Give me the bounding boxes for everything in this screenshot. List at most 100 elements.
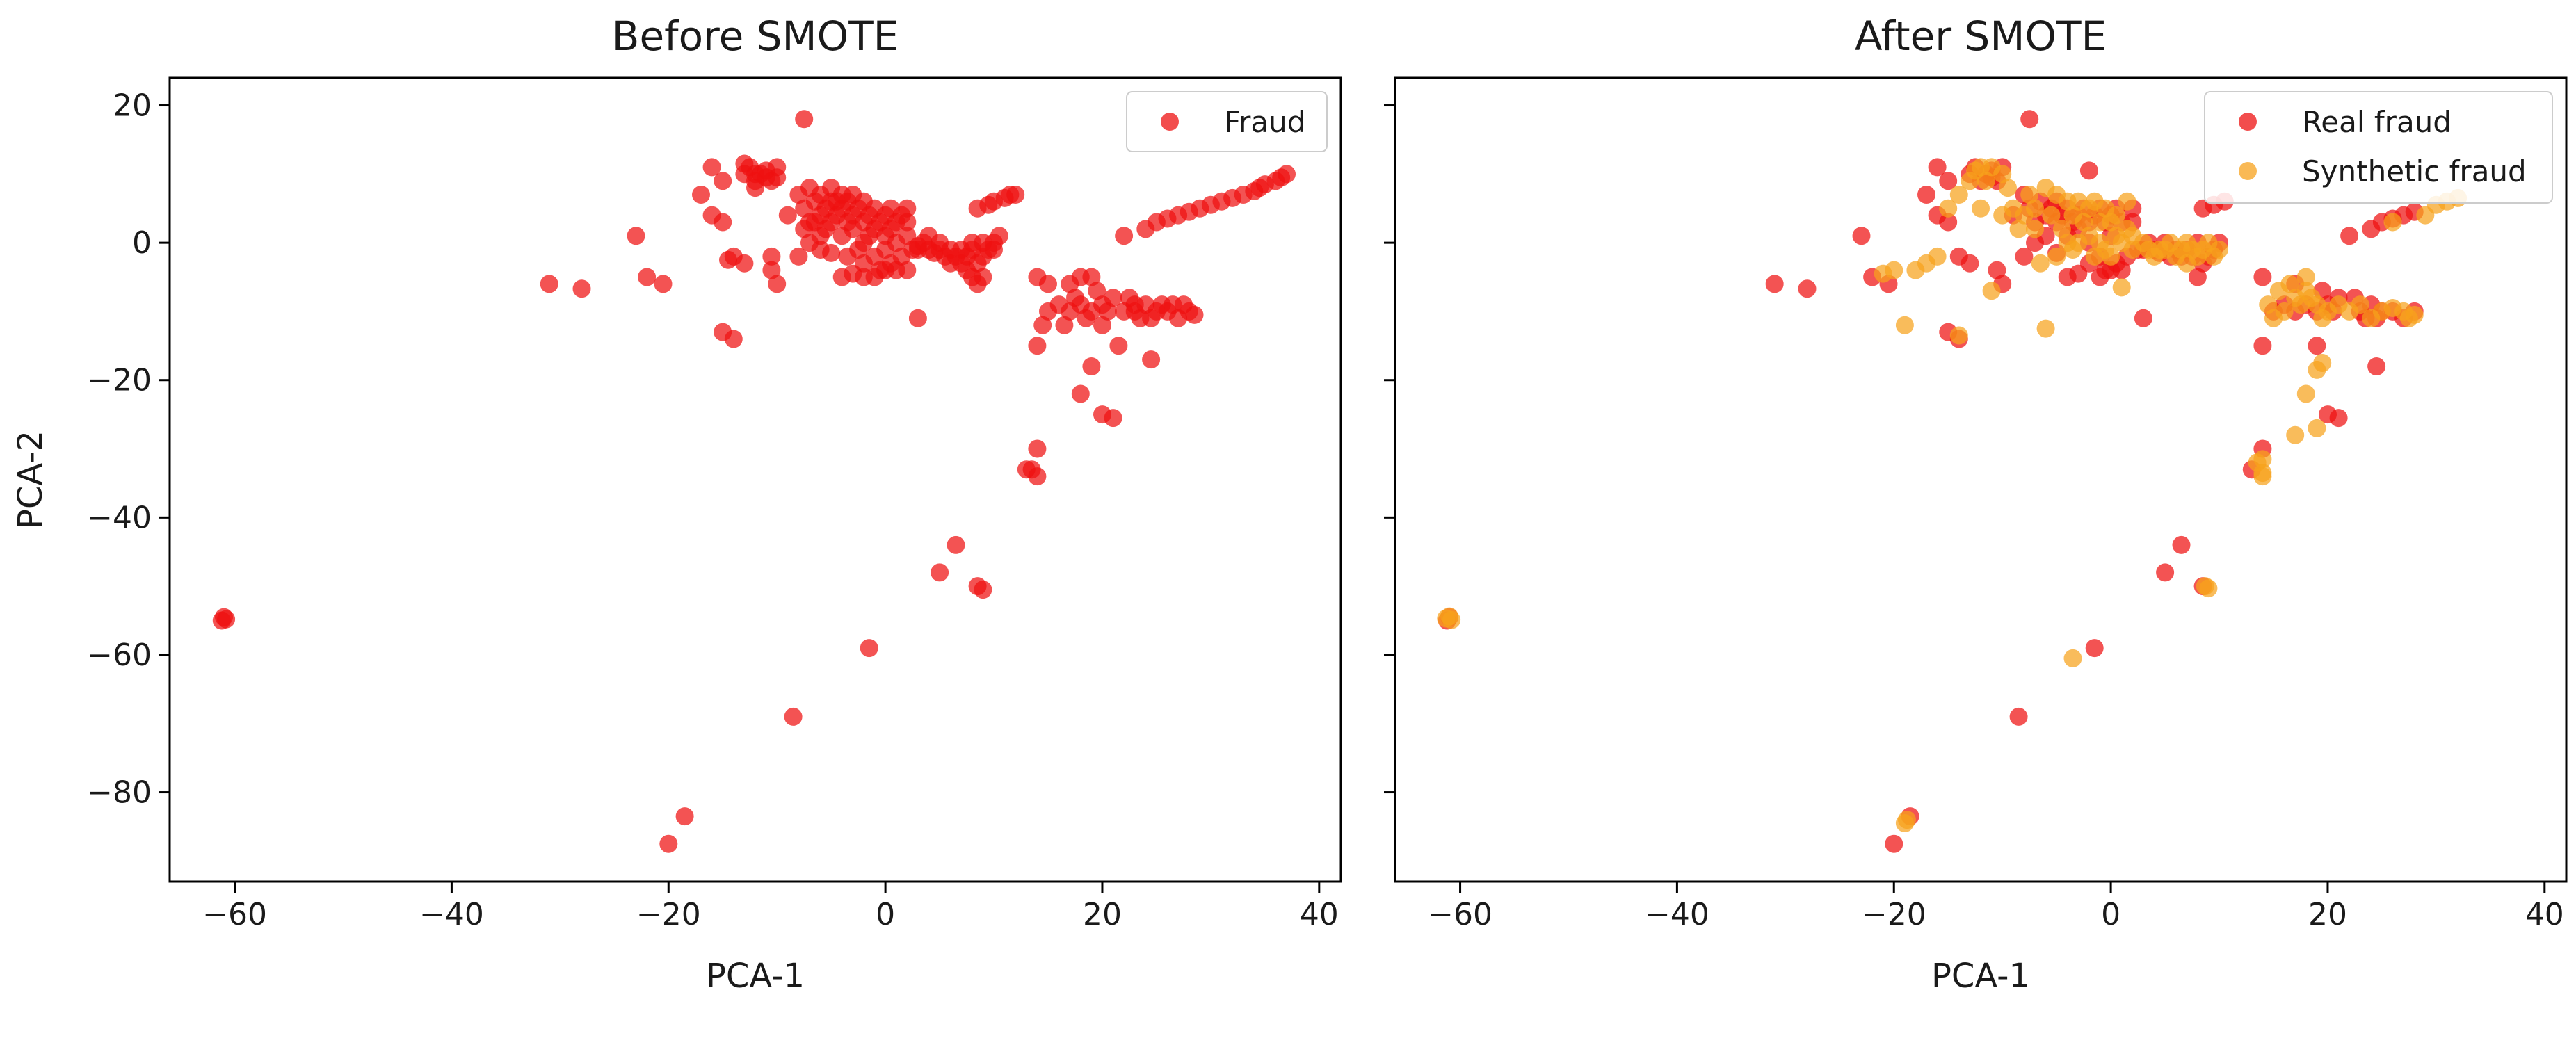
legend-label-synthetic-fraud: Synthetic fraud [2302, 154, 2527, 188]
x-tick-label-before-0: −60 [202, 897, 267, 932]
data-point-after-s0-30 [2009, 707, 2028, 726]
data-point-after-s1-10 [1939, 199, 1958, 218]
y-tick-label-before-5: −80 [87, 775, 152, 811]
data-point-after-s1-21 [1982, 282, 2001, 300]
data-point-before-s0-4 [572, 279, 591, 298]
data-point-after-s1-104 [2405, 305, 2424, 324]
data-point-before-s0-178 [1142, 350, 1161, 369]
data-point-before-s0-99 [800, 234, 819, 252]
legend-box-before [1126, 91, 1328, 152]
data-point-before-s0-16 [724, 330, 743, 348]
data-point-after-s0-68 [2069, 264, 2088, 283]
data-point-before-s0-152 [1055, 316, 1074, 334]
data-point-before-s0-141 [1006, 186, 1025, 204]
data-point-before-s0-147 [1028, 337, 1047, 355]
data-point-before-s0-96 [838, 247, 857, 266]
data-point-after-s1-86 [2275, 302, 2294, 321]
x-tick-label-after-1: −40 [1645, 897, 1709, 932]
data-point-after-s1-105 [2296, 384, 2315, 403]
data-point-before-s0-145 [1028, 439, 1047, 458]
data-point-after-s1-87 [2280, 275, 2299, 293]
x-tick-label-after-3: 0 [2101, 897, 2120, 932]
data-point-before-s0-203 [1250, 179, 1269, 197]
data-point-before-s0-34 [762, 247, 781, 266]
data-point-after-s1-27 [2026, 220, 2044, 238]
data-point-after-s0-13 [1939, 172, 1958, 190]
data-point-after-s0-91 [2172, 535, 2191, 554]
plot-frame-before [168, 76, 1342, 883]
data-point-after-s0-114 [2340, 227, 2359, 245]
data-point-before-s0-131 [931, 563, 949, 582]
data-point-before-s0-161 [1088, 282, 1106, 300]
data-point-after-s1-15 [1977, 172, 1995, 190]
x-tick-label-before-4: 20 [1083, 897, 1122, 932]
x-tick-label-before-3: 0 [876, 897, 895, 932]
data-point-after-s0-4 [1852, 227, 1871, 245]
data-point-before-s0-2 [217, 610, 236, 629]
data-point-before-s0-19 [719, 250, 737, 269]
data-point-after-s1-51 [2102, 247, 2120, 266]
data-point-after-s0-7 [1885, 834, 1903, 853]
data-point-after-s0-70 [2102, 261, 2120, 279]
data-point-after-s1-28 [2031, 254, 2050, 273]
x-ticks-before: −60 −40 −20 0 20 40 [202, 882, 1339, 932]
points-group-before [212, 110, 1296, 853]
data-point-before-s0-88 [898, 199, 917, 218]
data-point-after-s1-83 [2259, 295, 2278, 314]
data-point-after-s1-78 [2199, 579, 2218, 598]
panel-before-smote: Before SMOTE PCA-1 PCA-2 −60 −40 −20 0 20 40 … [11, 13, 1342, 996]
x-tick-label-after-4: 20 [2308, 897, 2347, 932]
data-point-before-s0-124 [985, 241, 1003, 259]
data-point-before-s0-11 [702, 158, 721, 177]
x-ticks-after: −60 −40 −20 0 20 40 [1428, 882, 2564, 932]
data-point-after-s1-98 [2351, 295, 2369, 314]
data-point-after-s0-72 [2026, 234, 2044, 252]
chart-title-after: After SMOTE [1855, 13, 2107, 60]
data-point-after-s1-76 [2063, 649, 2082, 667]
data-point-before-s0-3 [540, 275, 558, 293]
data-point-after-s1-82 [2253, 450, 2272, 469]
data-point-after-s0-111 [2308, 337, 2326, 355]
data-point-after-s0-51 [2079, 161, 2098, 180]
legend-label-fraud: Fraud [1224, 105, 1305, 139]
data-point-before-s0-134 [974, 581, 992, 599]
data-point-before-s0-187 [1185, 305, 1204, 324]
data-point-after-s1-31 [2042, 206, 2061, 225]
data-point-after-s0-100 [2253, 337, 2272, 355]
data-point-after-s1-109 [2313, 354, 2332, 372]
data-point-after-s1-4 [1885, 261, 1903, 279]
data-point-after-s0-89 [2134, 309, 2152, 327]
data-point-after-s1-75 [2210, 241, 2228, 259]
data-point-before-s0-166 [1071, 384, 1090, 403]
data-point-after-s1-11 [1949, 186, 1968, 204]
data-point-after-s1-81 [2253, 467, 2272, 486]
data-point-after-s0-29 [2015, 247, 2034, 266]
data-point-after-s0-119 [2367, 357, 2386, 375]
data-point-before-s0-32 [762, 261, 781, 279]
data-point-after-s1-53 [2107, 206, 2125, 225]
legend-marker-synthetic-fraud [2239, 162, 2257, 180]
panel-after-smote: After SMOTE PCA-1 −60 −40 −20 0 20 40 Real fr… [1384, 13, 2568, 996]
data-point-before-s0-125 [990, 227, 1008, 245]
data-point-before-s0-101 [805, 213, 824, 232]
y-tick-label-before-0: 20 [113, 88, 152, 124]
x-tick-label-before-1: −40 [419, 897, 484, 932]
x-axis-label-before: PCA-1 [706, 957, 805, 996]
data-point-before-s0-129 [958, 261, 976, 279]
data-point-before-s0-160 [1082, 268, 1101, 286]
data-point-before-s0-35 [778, 206, 797, 225]
data-point-before-s0-30 [746, 165, 764, 184]
data-point-before-s0-14 [714, 172, 732, 190]
data-point-after-s0-10 [1928, 158, 1947, 177]
data-point-after-s1-8 [1928, 247, 1947, 266]
data-point-before-s0-37 [784, 707, 803, 726]
legend-box-after [2204, 91, 2553, 204]
data-point-after-s0-3 [1798, 279, 1817, 298]
data-point-before-s0-163 [1093, 316, 1111, 334]
data-point-before-s0-150 [1039, 275, 1057, 293]
data-point-before-s0-7 [654, 275, 673, 293]
legend-label-real-fraud: Real fraud [2302, 105, 2452, 139]
data-point-after-s0-90 [2156, 563, 2175, 582]
data-point-before-s0-31 [768, 168, 787, 187]
